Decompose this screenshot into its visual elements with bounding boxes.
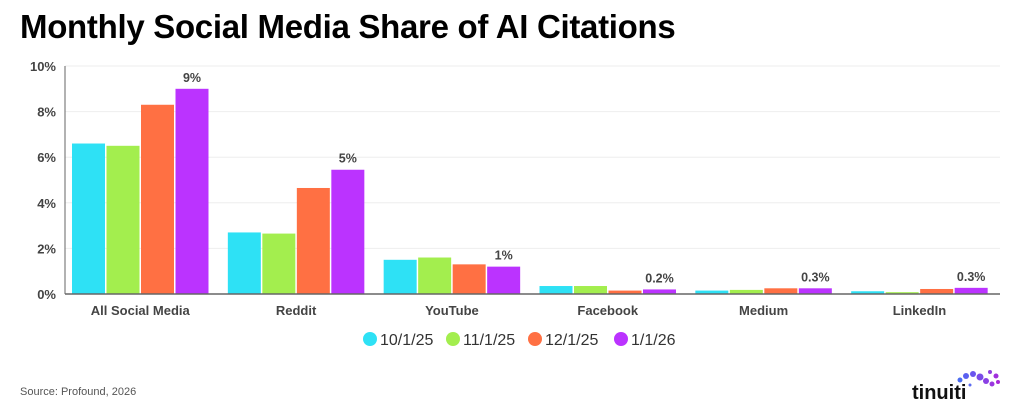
- bar-11/1/25-YouTube: [418, 257, 452, 294]
- y-tick-label: 10%: [30, 59, 56, 74]
- source-note: Source: Profound, 2026: [20, 386, 137, 398]
- bar-10/1/25-All Social Media: [72, 143, 105, 294]
- bar-1/1/26-Reddit: [331, 169, 365, 294]
- bar-11/1/25-LinkedIn: [885, 292, 919, 294]
- bar-12/1/25-Medium: [764, 288, 798, 294]
- svg-text:tinuiti: tinuiti: [912, 382, 966, 404]
- y-tick-label: 6%: [37, 150, 56, 165]
- legend-label: 12/1/25: [545, 332, 598, 349]
- x-tick-label: Medium: [739, 303, 788, 318]
- bar-12/1/25-Facebook: [608, 290, 642, 294]
- bar-10/1/25-Reddit: [227, 232, 261, 294]
- data-label: 9%: [183, 71, 201, 85]
- bar-11/1/25-Medium: [729, 289, 763, 294]
- bar-12/1/25-LinkedIn: [920, 288, 954, 294]
- bar-10/1/25-Facebook: [539, 286, 573, 294]
- bar-10/1/25-YouTube: [383, 259, 417, 294]
- data-label: 5%: [339, 152, 357, 166]
- data-label: 0.3%: [957, 270, 986, 284]
- bar-12/1/25-YouTube: [452, 264, 486, 294]
- bar-10/1/25-Medium: [695, 290, 729, 294]
- bar-11/1/25-Reddit: [262, 233, 296, 294]
- tinuiti-logo: tinuiti: [912, 366, 1012, 411]
- bar-10/1/25-LinkedIn: [851, 291, 885, 294]
- y-tick-label: 4%: [37, 196, 56, 211]
- legend-label: 10/1/25: [380, 332, 433, 349]
- x-tick-label: Facebook: [577, 303, 638, 318]
- y-tick-label: 8%: [37, 105, 56, 120]
- bar-1/1/26-LinkedIn: [954, 287, 988, 294]
- bar-1/1/26-All Social Media: [175, 88, 209, 294]
- x-tick-label: LinkedIn: [893, 303, 947, 318]
- bar-12/1/25-Reddit: [296, 187, 330, 294]
- chart-title: Monthly Social Media Share of AI Citatio…: [20, 8, 676, 45]
- x-tick-label: All Social Media: [91, 303, 191, 318]
- legend-swatch-11/1/25: [446, 332, 460, 346]
- legend-swatch-1/1/26: [614, 332, 628, 346]
- legend-swatch-10/1/25: [363, 332, 377, 346]
- bar-1/1/26-Medium: [798, 288, 832, 294]
- data-label: 1%: [495, 249, 513, 263]
- x-tick-label: Reddit: [276, 303, 317, 318]
- y-tick-label: 2%: [37, 241, 56, 256]
- bar-11/1/25-All Social Media: [106, 145, 140, 294]
- legend-swatch-12/1/25: [528, 332, 542, 346]
- bar-1/1/26-Facebook: [643, 289, 676, 294]
- data-label: 0.2%: [645, 271, 674, 285]
- legend-label: 11/1/25: [463, 332, 515, 349]
- data-label: 0.3%: [801, 270, 830, 284]
- y-tick-label: 0%: [37, 287, 56, 302]
- bar-1/1/26-YouTube: [487, 266, 521, 294]
- bar-11/1/25-Facebook: [574, 286, 607, 294]
- logo-dots-icon: [957, 370, 1000, 387]
- legend-label: 1/1/26: [631, 332, 676, 349]
- bar-12/1/25-All Social Media: [141, 104, 174, 294]
- x-tick-label: YouTube: [425, 303, 479, 318]
